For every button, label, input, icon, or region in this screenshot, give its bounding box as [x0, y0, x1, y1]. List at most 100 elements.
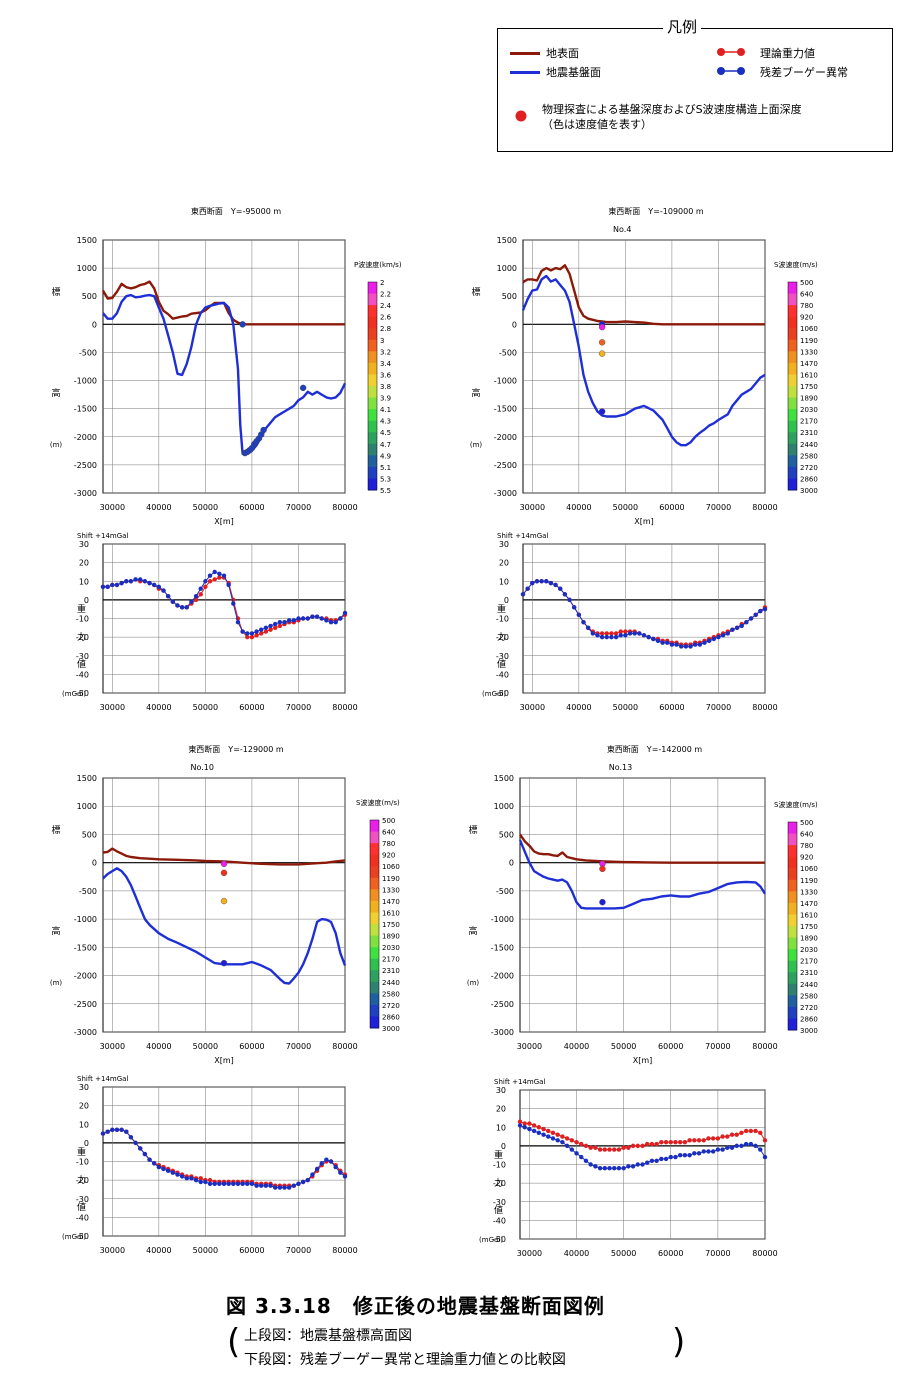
g3-residual-point	[319, 1161, 324, 1166]
p4-ytick-label: 500	[499, 830, 514, 839]
p2-survey-point	[598, 339, 606, 346]
g1-residual-point	[324, 618, 329, 623]
g2-residual-point	[646, 634, 651, 640]
p3-colorbar-tick: 1060	[382, 863, 400, 871]
p1-colorbar-tick: 5.3	[380, 475, 391, 483]
p3-ytick-label: 0	[92, 859, 97, 868]
g1-residual-point	[226, 582, 231, 588]
g4-xtick-label: 30000	[517, 1249, 542, 1258]
g3-ytick-label: -10	[76, 1158, 89, 1167]
p1-xtick-label: 70000	[286, 503, 311, 512]
g1-residual-point	[138, 577, 143, 582]
g1-residual-point	[249, 631, 255, 636]
p3-colorbar-segment	[370, 958, 379, 971]
g4-xtick-label: 40000	[564, 1249, 589, 1258]
g4-shift-note: Shift +14mGal	[494, 1078, 545, 1086]
g2-xtick-label: 40000	[566, 703, 591, 712]
g4-residual-point	[762, 1154, 768, 1160]
p3-xtick-label: 80000	[332, 1042, 357, 1051]
g3-residual-point	[272, 1185, 278, 1190]
g1-ytick-label: -30	[76, 652, 89, 661]
g3-residual-point	[175, 1172, 180, 1177]
g1-theory-line	[103, 577, 346, 638]
g2-residual-point	[702, 640, 707, 645]
p1-ytick-label: 500	[82, 292, 97, 301]
g2-residual-point	[604, 634, 609, 640]
p4-ytick-label: -2000	[491, 972, 514, 981]
p1-colorbar-tick: 4.1	[380, 406, 391, 414]
g1-residual-point	[277, 620, 283, 625]
p4-colorbar-segment	[788, 960, 797, 973]
p2-basement-line	[521, 274, 766, 447]
g4-residual-point	[640, 1162, 645, 1167]
g1-residual-point	[291, 618, 297, 623]
g2-residual-point	[585, 625, 591, 631]
g3-residual-point	[170, 1170, 176, 1175]
g2-shift-note: Shift +14mGal	[497, 532, 548, 540]
p2-colorbar-segment	[788, 374, 797, 387]
p3-survey-point	[220, 860, 228, 867]
g3-residual-point	[235, 1181, 241, 1187]
p4-colorbar-tick: 1890	[800, 935, 818, 943]
p1-xlabel: X[m]	[214, 517, 234, 526]
g1-theory-point	[193, 597, 199, 603]
p3-ytick-label: -500	[79, 887, 97, 896]
p1-xtick-label: 30000	[100, 503, 125, 512]
g1-residual-point	[170, 599, 176, 604]
g2-residual-point	[734, 625, 740, 631]
g3-residual-point	[165, 1168, 171, 1174]
g1-residual-point	[193, 593, 199, 599]
p1-colorbar-tick: 3	[380, 337, 384, 345]
p3-colorbar-segment	[370, 947, 379, 960]
p4-colorbar-segment	[788, 914, 797, 927]
g2-residual-point	[595, 633, 600, 638]
p2-plot-frame	[522, 239, 766, 494]
g1-theory-point	[277, 623, 283, 629]
g2-residual-point	[530, 580, 535, 586]
g4-theory-point	[649, 1141, 655, 1147]
p4-colorbar-segment	[788, 822, 797, 835]
g4-theory-point	[640, 1143, 645, 1149]
p1-ylabel-1: 標	[51, 286, 60, 298]
g1-residual-point	[272, 621, 278, 627]
g4-theory-point	[621, 1145, 626, 1150]
p4-colorbar-segment	[788, 868, 797, 881]
p2-colorbar-segment	[788, 305, 797, 318]
g3-theory-line	[102, 1129, 346, 1187]
p2-title: 東西断面 Y=-109000 m	[608, 206, 704, 216]
p4-colorbar-tick: 1330	[800, 888, 818, 896]
g4-residual-point	[645, 1160, 650, 1165]
g1-ylabel-2: 力	[77, 631, 86, 643]
p3-colorbar-frame	[369, 819, 380, 1029]
p2-ytick-label: -2500	[494, 461, 517, 470]
g4-residual-point	[734, 1143, 739, 1149]
p2-colorbar-segment	[788, 478, 797, 491]
g4-residual-point	[710, 1149, 716, 1154]
g1-residual-point	[147, 580, 152, 586]
g4-residual-point	[706, 1149, 711, 1154]
p2-colorbar-segment	[788, 466, 797, 479]
g2-residual-point	[544, 579, 549, 584]
p4-xtick-label: 70000	[705, 1042, 730, 1051]
g4-residual-point	[739, 1143, 744, 1149]
g4-residual-point	[569, 1147, 575, 1152]
p4-ytick-label: -1000	[491, 915, 514, 924]
g4-ylabel-2: 力	[494, 1177, 503, 1189]
g3-residual-point	[226, 1181, 231, 1187]
g1-ytick-label: -40	[76, 670, 89, 679]
g2-xtick-label: 60000	[659, 703, 684, 712]
g2-residual-point	[688, 644, 693, 649]
g4-theory-point	[743, 1128, 749, 1134]
g4-residual-point	[687, 1152, 692, 1158]
p4-colorbar-tick: 2440	[800, 981, 818, 989]
g4-residual-point	[677, 1152, 683, 1158]
g1-xtick-label: 80000	[332, 703, 357, 712]
g4-residual-point	[522, 1125, 527, 1130]
g4-residual-point	[541, 1132, 546, 1137]
p1-colorbar-segment	[368, 339, 377, 352]
p4-colorbar-tick: 1060	[800, 865, 818, 873]
g1-residual-point	[105, 584, 110, 590]
g2-theory-point	[599, 631, 605, 636]
g1-residual-point	[254, 629, 259, 634]
g1-ytick-label: 0	[84, 596, 89, 605]
